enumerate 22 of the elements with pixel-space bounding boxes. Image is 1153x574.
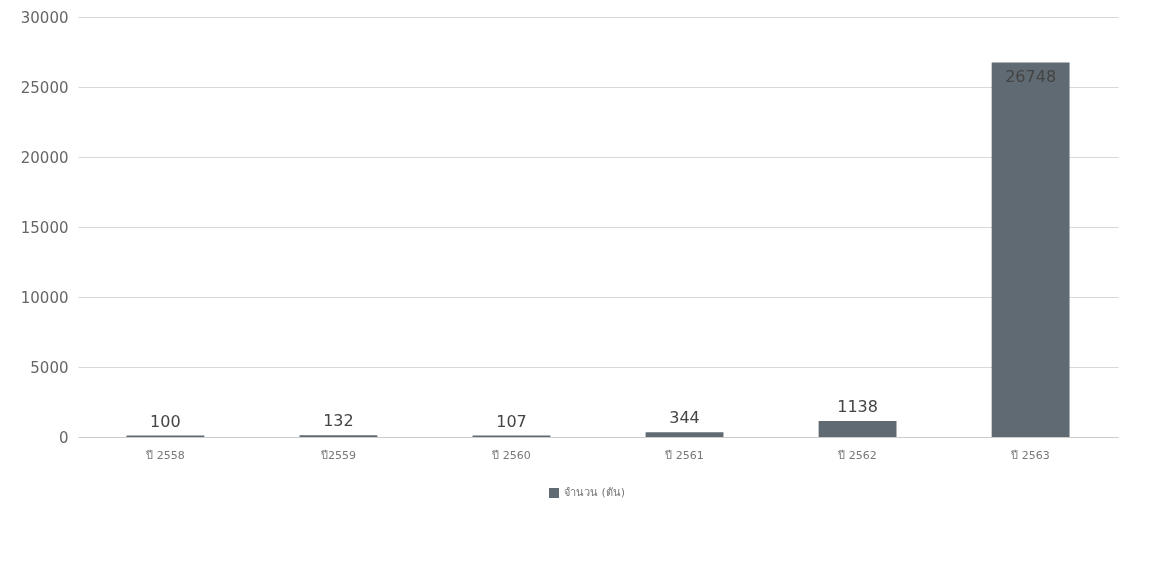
y-tick-label: 15000 — [20, 218, 69, 237]
x-tick-label: ปี 2558 — [145, 448, 185, 462]
x-tick-label: ปี 2562 — [837, 448, 877, 462]
x-tick-label: ปี 2561 — [664, 448, 704, 462]
x-tick-label: ปี 2563 — [1010, 448, 1050, 462]
data-label: 100 — [150, 411, 181, 431]
y-tick-label: 10000 — [20, 288, 69, 307]
legend-label: จำนวน (ตัน) — [564, 486, 626, 499]
bar — [991, 62, 1070, 437]
data-label: 1138 — [837, 397, 878, 417]
y-tick-label: 30000 — [20, 8, 69, 27]
bar — [645, 432, 724, 437]
x-tick-label: ปี 2560 — [491, 448, 531, 462]
y-tick-label: 25000 — [20, 78, 69, 97]
x-tick-label: ปี2559 — [319, 448, 356, 462]
y-tick-label: 0 — [58, 428, 69, 447]
data-label: 107 — [496, 411, 527, 431]
data-label: 344 — [669, 408, 700, 428]
bar — [818, 421, 897, 437]
y-tick-label: 20000 — [20, 148, 69, 167]
y-tick-label: 5000 — [30, 358, 69, 377]
data-label: 132 — [323, 411, 354, 431]
